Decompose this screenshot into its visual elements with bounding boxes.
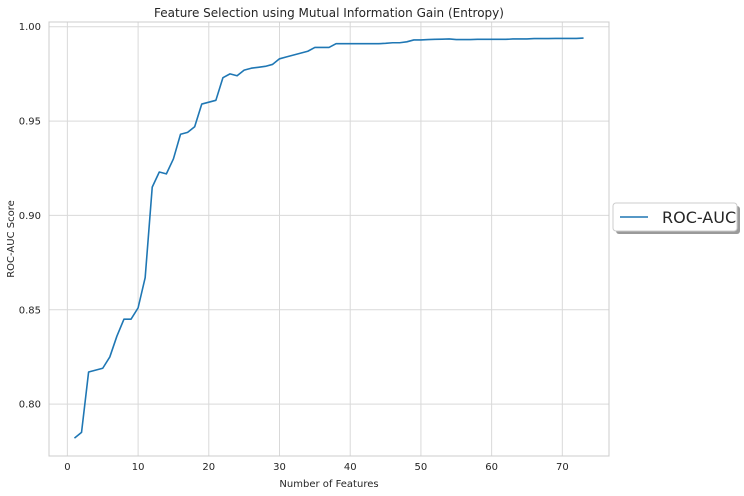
x-tick-label: 40	[344, 462, 357, 473]
chart-title: Feature Selection using Mutual Informati…	[154, 6, 504, 20]
x-tick-label: 20	[202, 462, 215, 473]
legend-box	[612, 202, 738, 232]
x-tick-label: 30	[273, 462, 286, 473]
x-tick-label: 50	[415, 462, 428, 473]
legend-label: ROC-AUC	[662, 208, 736, 227]
x-tick-label: 0	[64, 462, 70, 473]
grid	[49, 22, 609, 456]
series-line-roc-auc	[73, 37, 584, 439]
y-tick-label: 0.80	[19, 400, 41, 411]
x-tick-label: 60	[485, 462, 498, 473]
x-tick-label: 10	[132, 462, 145, 473]
x-axis-label: Number of Features	[279, 479, 378, 490]
y-tick-label: 1.00	[19, 22, 41, 33]
series-layer	[73, 37, 584, 439]
y-axis-label: ROC-AUC Score	[6, 200, 17, 278]
legend: ROC-AUC	[612, 202, 740, 234]
y-tick-label: 0.95	[19, 117, 41, 128]
y-tick-label: 0.85	[19, 305, 41, 316]
plot-frame	[48, 21, 610, 457]
y-tick-label: 0.90	[19, 211, 41, 222]
x-tick-label: 70	[556, 462, 569, 473]
tick-labels: 0 10 20 30 40 50 60 70 0.80 0.85 0.90 0.95 1.00	[19, 22, 569, 473]
